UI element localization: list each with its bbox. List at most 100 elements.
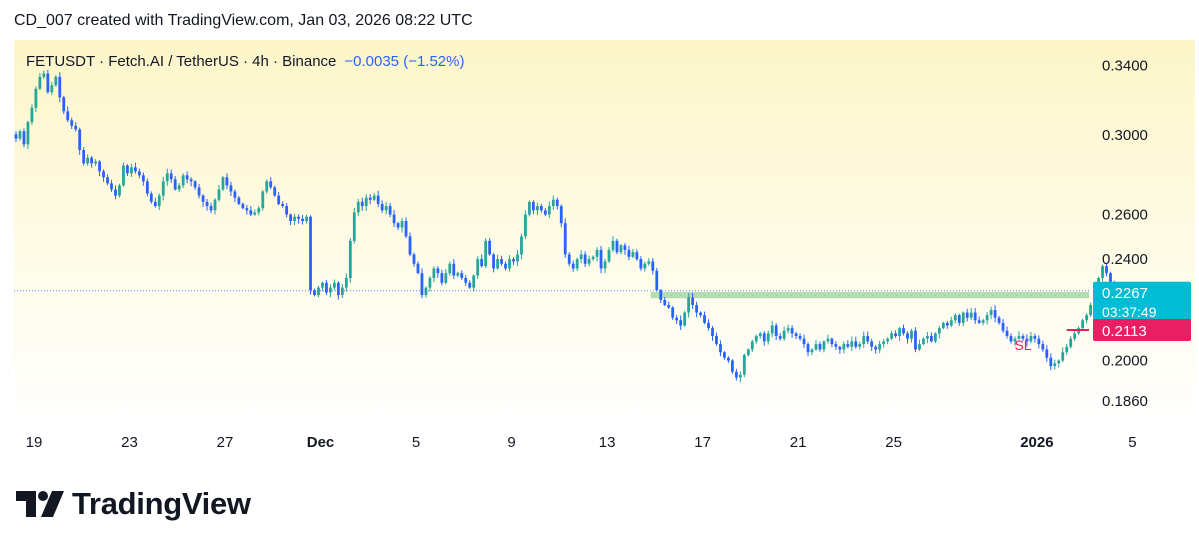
candle-body xyxy=(786,328,790,331)
candle-body xyxy=(253,212,257,215)
candle-body xyxy=(241,203,245,209)
candle-body xyxy=(528,201,531,215)
candle-body xyxy=(440,273,444,283)
candle-body xyxy=(464,277,468,283)
candle-body xyxy=(778,336,782,339)
candle xyxy=(595,247,599,262)
bar-countdown: 03:37:49 xyxy=(1102,304,1157,320)
candle-body xyxy=(1001,322,1005,331)
candle-body xyxy=(555,199,559,207)
candle-body xyxy=(738,374,742,378)
symbol-legend: FETUSDT · Fetch.AI / TetherUS · 4h · Bin… xyxy=(26,53,464,70)
candle xyxy=(898,326,901,341)
chart-attribution: CD_007 created with TradingView.com, Jan… xyxy=(14,12,473,29)
candle-body xyxy=(1109,273,1112,286)
candle xyxy=(1033,333,1037,343)
candle xyxy=(894,330,897,339)
candle xyxy=(114,185,117,200)
candlestick-chart[interactable]: SL 0.34000.30000.26000.24000.20000.1860 … xyxy=(0,0,1199,470)
candle xyxy=(575,257,579,272)
candle xyxy=(663,297,667,307)
candle xyxy=(727,356,730,363)
candle-body xyxy=(930,336,933,342)
y-tick-label: 0.1860 xyxy=(1102,393,1148,410)
candle-body xyxy=(750,341,754,350)
candle xyxy=(615,238,619,255)
candle xyxy=(388,202,392,218)
candle xyxy=(695,301,698,318)
candle-body xyxy=(348,240,352,278)
candle xyxy=(1001,319,1005,334)
candle-body xyxy=(217,189,221,200)
candle xyxy=(364,194,368,212)
candle xyxy=(818,341,822,352)
candle-body xyxy=(1033,336,1037,339)
candle xyxy=(583,251,587,267)
candle xyxy=(659,288,663,303)
candle-body xyxy=(1041,344,1045,350)
candle-body xyxy=(508,259,511,269)
candle-body xyxy=(838,346,842,350)
candle-body xyxy=(114,189,117,196)
y-tick-label: 0.3400 xyxy=(1102,57,1148,74)
candle xyxy=(969,307,973,321)
candle xyxy=(372,192,376,202)
candle xyxy=(957,313,961,326)
candle-body xyxy=(372,195,376,200)
candle xyxy=(512,257,515,265)
candle xyxy=(30,104,34,125)
candle xyxy=(408,232,412,257)
x-tick-label: 25 xyxy=(885,434,902,451)
candle-body xyxy=(949,320,953,326)
candle-body xyxy=(1037,338,1041,345)
candle xyxy=(563,218,567,258)
tradingview-brand: TradingView xyxy=(72,486,251,521)
candle-body xyxy=(559,206,563,224)
candle-body xyxy=(472,275,476,288)
candle-body xyxy=(719,344,722,353)
candle xyxy=(981,318,985,326)
candle xyxy=(703,311,706,325)
candle-body xyxy=(396,223,400,228)
candle-body xyxy=(452,263,456,276)
candle-body xyxy=(655,270,659,291)
candle-body xyxy=(106,177,109,184)
candle-body xyxy=(579,254,583,260)
candle-body xyxy=(603,261,607,269)
candle xyxy=(543,207,547,217)
candle xyxy=(858,341,862,350)
candle xyxy=(862,331,866,348)
candle xyxy=(201,194,205,207)
candle xyxy=(249,205,253,217)
stop-loss-value: 0.2113 xyxy=(1102,323,1147,340)
candle-body xyxy=(997,317,1001,323)
candle xyxy=(551,195,555,210)
candle xyxy=(965,308,969,322)
candle-body xyxy=(512,259,515,262)
candle xyxy=(261,190,265,211)
candle-body xyxy=(1057,360,1061,364)
candle xyxy=(591,255,595,261)
candle xyxy=(639,256,643,271)
candle xyxy=(344,273,348,292)
candle-body xyxy=(547,206,551,215)
candle-body xyxy=(667,304,671,308)
x-tick-label: 5 xyxy=(412,434,420,451)
candle xyxy=(74,122,78,132)
candle-body xyxy=(285,206,289,215)
candle-body xyxy=(965,312,969,318)
candle xyxy=(217,184,221,202)
candle-body xyxy=(329,287,332,293)
candle xyxy=(667,301,671,310)
price-axis-background xyxy=(1089,40,1195,425)
candle xyxy=(157,193,161,211)
candle xyxy=(707,319,710,331)
candle xyxy=(245,204,249,215)
candle-body xyxy=(850,341,854,347)
candle xyxy=(603,258,607,273)
candle-body xyxy=(953,315,957,321)
candle-body xyxy=(1101,266,1104,278)
candle-body xyxy=(269,181,273,188)
candle xyxy=(209,202,213,214)
stop-loss-badge-bg xyxy=(1093,318,1191,341)
